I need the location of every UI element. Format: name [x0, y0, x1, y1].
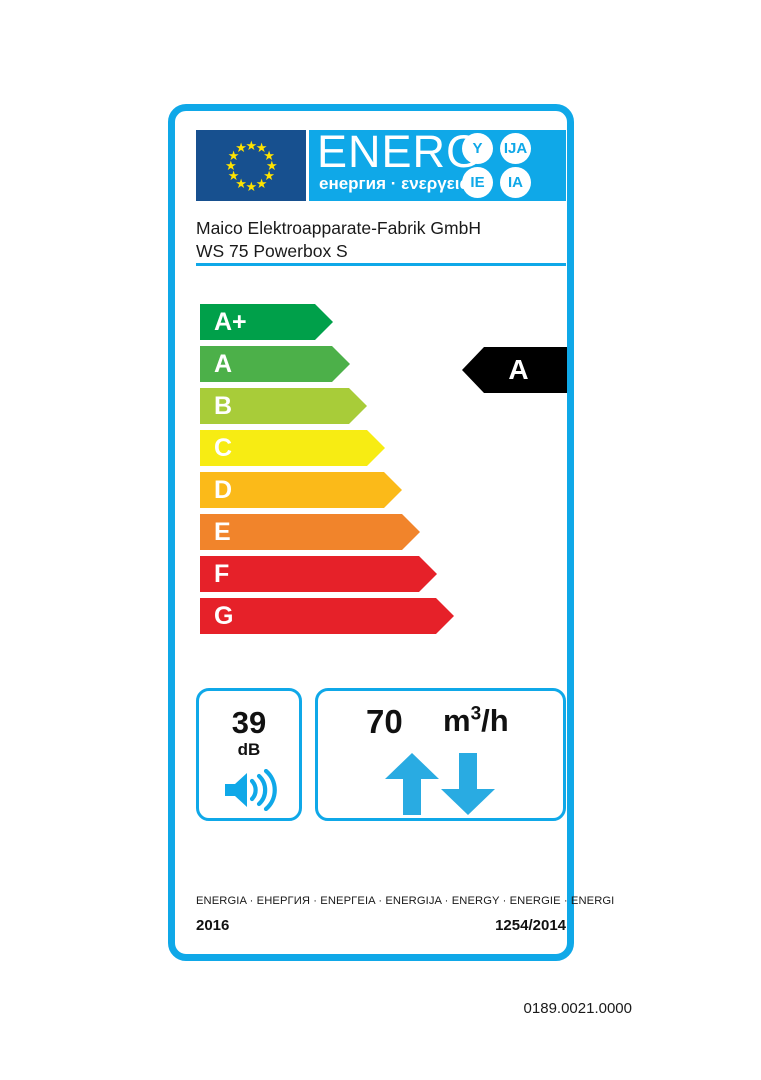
noise-value: 39	[231, 705, 267, 740]
airflow-unit: m3/h	[443, 703, 509, 739]
info-boxes: 39 dB 70 m3/h	[196, 688, 566, 821]
manufacturer-name: Maico Elektroapparate-Fabrik GmbH	[196, 218, 481, 238]
energ-banner: ENERG енергия · ενεργεια Y IJA IE IA	[309, 126, 566, 201]
eu-star-icon: ★	[225, 158, 237, 173]
energy-class-bar: F	[200, 556, 500, 592]
energy-class-bar: C	[200, 430, 500, 466]
airflow-box: 70 m3/h	[315, 688, 566, 821]
eu-star-icon: ★	[227, 147, 240, 163]
airflow-unit-base: m	[443, 703, 471, 738]
rating-arrow: A	[462, 347, 567, 393]
footer-regulation: 1254/2014	[495, 917, 566, 934]
noise-box: 39 dB	[196, 688, 302, 821]
rating-arrow-shape	[462, 347, 567, 393]
energy-class-bar-shape	[200, 304, 333, 340]
energy-class-label: A+	[214, 308, 247, 336]
energy-class-scale: A+ A B C D E F G	[200, 304, 500, 640]
eu-star-icon: ★	[245, 178, 258, 194]
energy-class-label: D	[214, 476, 233, 504]
label-header: ★ ★ ★ ★ ★ ★ ★ ★ ★ ★ ★ ★ ENERG енергия · ενεργεια Y …	[196, 126, 566, 201]
energy-class-bar-shape	[200, 556, 437, 592]
energy-class-bar: A+	[200, 304, 500, 340]
airflow-unit-exponent: 3	[470, 703, 482, 725]
lang-circle-0: Y	[462, 133, 493, 164]
energy-class-bar-shape	[200, 346, 350, 382]
noise-unit: dB	[237, 740, 261, 759]
lang-circle-1: IJA	[500, 133, 531, 164]
energy-class-label: F	[214, 560, 230, 588]
footer-languages: ENERGIA · ЕНЕРГИЯ · ENEPΓEIA · ENERGIJA …	[196, 895, 615, 907]
eu-flag-icon: ★ ★ ★ ★ ★ ★ ★ ★ ★ ★ ★ ★	[196, 130, 306, 201]
energy-class-label: A	[214, 350, 233, 378]
supplier-block: Maico Elektroapparate-Fabrik GmbH WS 75 …	[196, 217, 566, 263]
arrow-down-icon	[441, 753, 495, 815]
eu-star-icon: ★	[245, 137, 258, 153]
energy-class-bar-shape	[200, 514, 420, 550]
energy-class-bar: E	[200, 514, 500, 550]
rating-letter: A	[508, 354, 529, 385]
header-divider	[196, 263, 566, 266]
energy-class-bar: G	[200, 598, 500, 634]
airflow-arrows	[373, 753, 523, 815]
eu-star-icon: ★	[235, 140, 247, 156]
energy-class-bar: D	[200, 472, 500, 508]
eu-star-icon: ★	[235, 175, 247, 191]
energy-class-bar: B	[200, 388, 500, 424]
energy-class-bar-shape	[200, 598, 454, 634]
label-footer: ENERGIA · ЕНЕРГИЯ · ENEPΓEIA · ENERGIJA …	[196, 895, 615, 934]
energy-class-label: G	[214, 602, 234, 630]
model-name: WS 75 Powerbox S	[196, 241, 348, 261]
eu-star-icon: ★	[263, 147, 275, 163]
energy-class-label: B	[214, 392, 233, 420]
footer-year: 2016	[196, 917, 230, 934]
airflow-value: 70	[366, 703, 403, 740]
footer-meta: 2016 1254/2014	[196, 917, 566, 934]
eu-star-icon: ★	[227, 168, 240, 184]
eu-star-icon: ★	[255, 175, 268, 191]
lang-circle-2: IE	[462, 167, 493, 198]
energy-label-inner: ★ ★ ★ ★ ★ ★ ★ ★ ★ ★ ★ ★ ENERG енергия · ενεργεια Y …	[175, 111, 615, 954]
energy-class-label: E	[214, 518, 231, 546]
document-code: 0189.0021.0000	[523, 1000, 632, 1017]
energy-class-bar-shape	[200, 388, 367, 424]
speaker-icon	[221, 768, 283, 812]
energy-class-label: C	[214, 434, 233, 462]
arrow-up-icon	[385, 753, 439, 815]
energy-label-card: ★ ★ ★ ★ ★ ★ ★ ★ ★ ★ ★ ★ ENERG енергия · ενεργεια Y …	[168, 104, 615, 961]
energy-class-bar-shape	[200, 472, 402, 508]
energ-wordmark: ENERG	[317, 126, 483, 177]
language-circles: Y IJA IE IA	[456, 133, 562, 199]
energy-class-bar: A	[200, 346, 500, 382]
energy-class-bar-shape	[200, 430, 385, 466]
lang-circle-3: IA	[500, 167, 531, 198]
eu-star-icon: ★	[266, 158, 278, 173]
eu-star-icon: ★	[263, 168, 275, 184]
energ-subtitle: енергия · ενεργεια	[319, 174, 470, 193]
eu-star-icon: ★	[255, 140, 268, 156]
airflow-unit-tail: /h	[481, 703, 509, 738]
